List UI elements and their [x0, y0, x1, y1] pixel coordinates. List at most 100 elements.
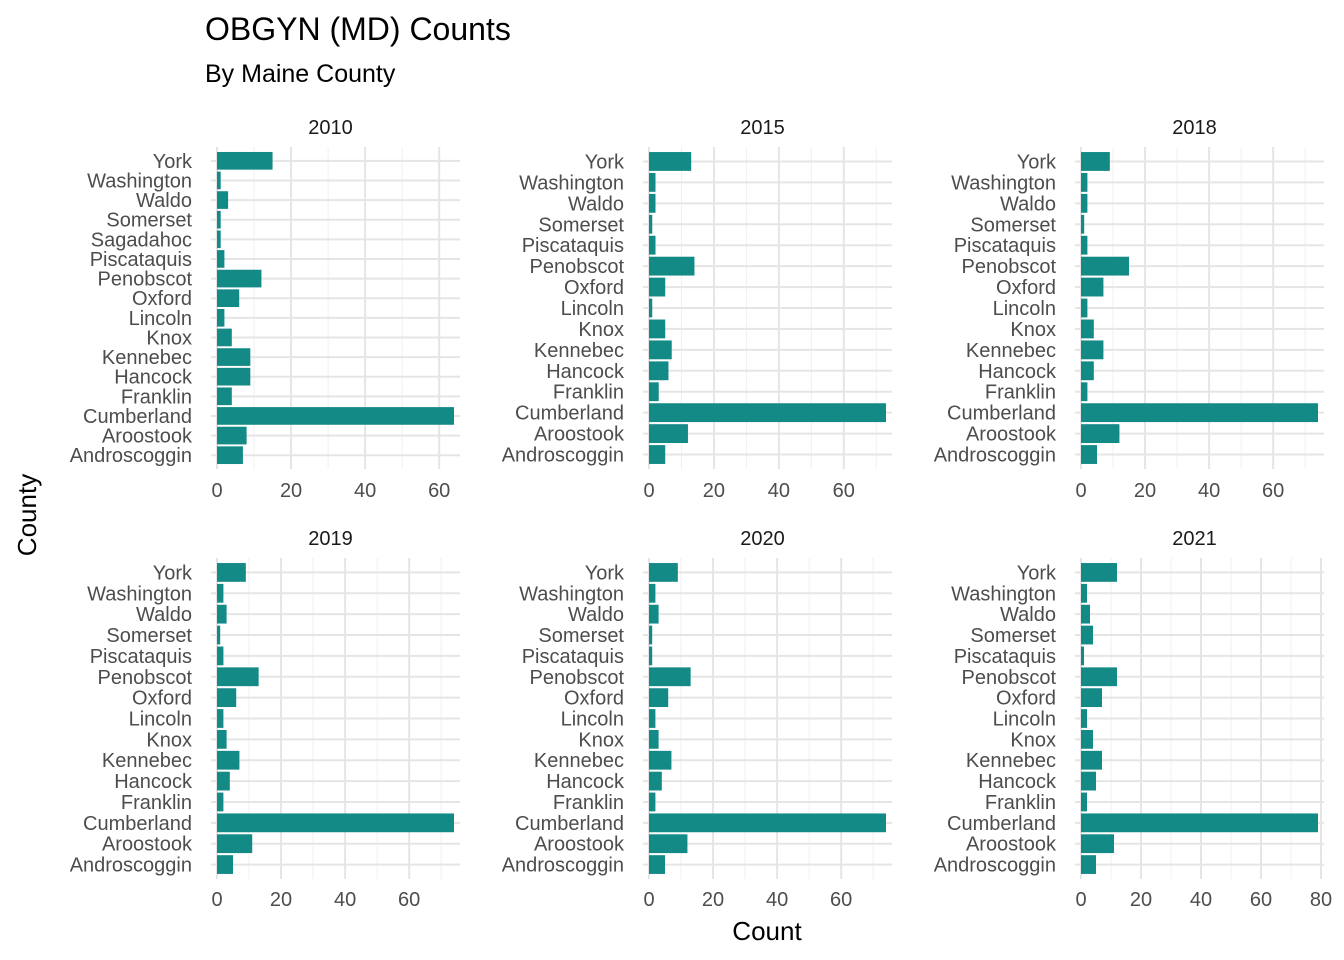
y-tick-label: Lincoln [129, 308, 192, 330]
x-tick-label: 20 [280, 480, 302, 502]
x-tick-label: 40 [766, 889, 788, 911]
y-tick-label: Washington [951, 583, 1056, 605]
x-tick-label: 60 [1262, 480, 1284, 502]
panel-title: 2015 [740, 117, 785, 139]
y-tick-label: Somerset [970, 625, 1056, 647]
bar-hancock [1081, 361, 1094, 381]
y-tick-label: Hancock [114, 367, 193, 389]
bar-kennebec [217, 750, 240, 770]
bar-waldo [217, 604, 227, 624]
y-tick-label: Somerset [538, 214, 624, 236]
y-tick-label: Washington [519, 172, 624, 194]
panel-title: 2010 [308, 117, 353, 139]
bar-hancock [217, 771, 230, 791]
y-tick-label: Aroostook [534, 834, 625, 856]
panel-title: 2020 [740, 528, 785, 550]
x-tick-label: 0 [211, 889, 222, 911]
y-tick-label: Lincoln [561, 298, 624, 320]
y-tick-label: Cumberland [83, 406, 192, 428]
y-tick-label: Knox [146, 327, 192, 349]
y-tick-label: Franklin [985, 382, 1056, 404]
bar-franklin [1081, 792, 1087, 812]
y-tick-label: Hancock [114, 771, 193, 793]
y-tick-label: Kennebec [966, 340, 1056, 362]
y-tick-label: Knox [146, 729, 192, 751]
bar-york [1081, 152, 1110, 171]
bar-aroostook [649, 834, 688, 854]
y-tick-label: Lincoln [129, 709, 192, 731]
y-tick-label: Piscataquis [954, 646, 1056, 668]
bar-androscoggin [1081, 445, 1098, 464]
panel-title: 2021 [1172, 528, 1217, 550]
bar-piscataquis [1081, 235, 1088, 255]
bar-cumberland [649, 813, 886, 833]
bar-piscataquis [649, 646, 653, 666]
y-tick-label: Androscoggin [934, 855, 1056, 877]
bar-somerset [217, 210, 221, 229]
bar-waldo [217, 191, 229, 209]
bar-oxford [649, 688, 669, 708]
bar-cumberland [1081, 403, 1318, 423]
y-tick-label: Franklin [553, 792, 624, 814]
x-tick-label: 40 [768, 480, 790, 502]
x-tick-label: 40 [354, 480, 376, 502]
x-tick-label: 20 [703, 480, 725, 502]
bar-cumberland [217, 407, 454, 425]
x-tick-label: 60 [833, 480, 855, 502]
bar-kennebec [1081, 340, 1104, 360]
bar-hancock [649, 771, 662, 791]
bar-piscataquis [217, 250, 225, 268]
y-tick-label: Oxford [996, 277, 1056, 299]
bar-franklin [217, 792, 224, 812]
bar-washington [649, 172, 656, 192]
bar-lincoln [217, 709, 224, 728]
y-tick-label: Waldo [1000, 604, 1056, 626]
y-tick-label: Androscoggin [502, 855, 624, 877]
bar-androscoggin [217, 446, 243, 465]
panel-2019: 0 20 40 60 AndroscogginAroostookCumberlandFr… [70, 528, 460, 911]
bar-washington [217, 171, 221, 190]
y-tick-label: Waldo [136, 190, 192, 212]
panel-2020: 0 20 40 60 AndroscogginAroostookCumberlandFr… [502, 528, 892, 911]
y-tick-label: Washington [87, 170, 192, 192]
bar-waldo [649, 604, 659, 624]
panel-2021: 0 20 40 60 80 AndroscogginAroostookCumberland… [934, 528, 1332, 911]
bar-york [649, 563, 678, 582]
y-tick-label: Hancock [978, 771, 1057, 793]
x-tick-label: 20 [702, 889, 724, 911]
bar-androscoggin [217, 855, 234, 874]
bar-franklin [217, 387, 232, 406]
y-tick-label: York [1017, 151, 1057, 173]
bar-cumberland [217, 813, 454, 833]
bar-somerset [217, 625, 221, 645]
y-tick-label: Oxford [996, 688, 1056, 710]
x-tick-label: 60 [830, 889, 852, 911]
bar-lincoln [217, 308, 225, 327]
y-tick-label: Somerset [106, 210, 192, 232]
y-tick-label: Sagadahoc [91, 229, 192, 251]
panels: 0 20 40 60AndroscogginAroostookCumberlandFr… [70, 117, 1332, 911]
bar-oxford [217, 688, 237, 708]
y-tick-label: Somerset [538, 625, 624, 647]
x-tick-label: 0 [643, 889, 654, 911]
bar-waldo [1081, 604, 1090, 624]
y-tick-label: Kennebec [102, 347, 192, 369]
y-tick-label: Androscoggin [934, 445, 1056, 467]
bar-cumberland [649, 403, 886, 423]
y-tick-label: Lincoln [561, 709, 624, 731]
bar-kennebec [649, 750, 672, 770]
bar-aroostook [217, 426, 247, 445]
bar-washington [1081, 172, 1088, 192]
panel-2010: 0 20 40 60 AndroscogginAroostookCumberlandFr… [70, 117, 460, 502]
bar-oxford [1081, 688, 1102, 708]
bar-penobscot [1081, 256, 1130, 276]
bar-hancock [1081, 771, 1096, 791]
bar-washington [217, 583, 224, 603]
x-tick-label: 40 [1198, 480, 1220, 502]
bar-aroostook [649, 424, 688, 444]
y-tick-label: Aroostook [966, 834, 1057, 856]
bar-kennebec [1081, 750, 1102, 770]
y-tick-label: Oxford [132, 288, 192, 310]
y-tick-label: Aroostook [534, 424, 625, 446]
y-tick-label: Waldo [136, 604, 192, 626]
